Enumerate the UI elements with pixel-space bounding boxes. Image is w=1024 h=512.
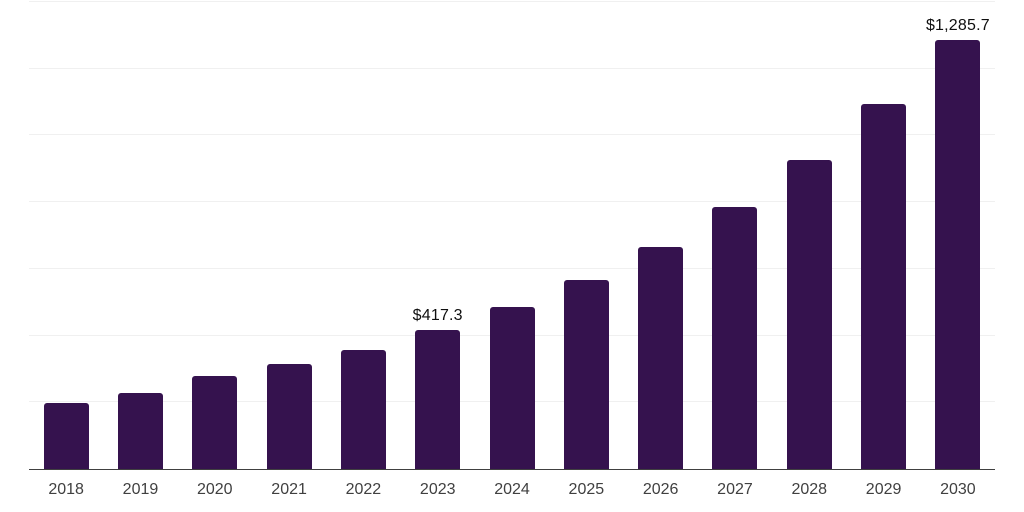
bar-2027	[712, 207, 758, 469]
bar-column-2024	[475, 2, 549, 469]
bar-2020	[192, 375, 238, 469]
gridline	[29, 1, 995, 2]
bar-2029	[861, 104, 907, 469]
x-axis-label-2025: 2025	[568, 481, 605, 498]
bar-column-2023: $417.3	[401, 2, 475, 469]
value-label-2023: $417.3	[412, 306, 463, 324]
value-label-2030: $1,285.7	[925, 17, 990, 35]
x-axis-label-2023: 2023	[419, 481, 456, 498]
x-axis-label-2022: 2022	[345, 481, 382, 498]
gridline	[29, 67, 995, 69]
gridline	[29, 134, 995, 136]
bar-column-2028	[772, 2, 846, 469]
bars-container: $417.3 $1,285.7	[29, 2, 995, 469]
bar-2019	[117, 392, 163, 469]
x-axis-label-2018: 2018	[48, 481, 84, 498]
bar-2024	[489, 306, 535, 469]
bar-column-2030: $1,285.7	[921, 2, 995, 469]
bar-column-2021	[252, 2, 326, 469]
bar-column-2018	[29, 2, 103, 469]
bar-column-2027	[698, 2, 772, 469]
bar-column-2019	[103, 2, 177, 469]
gridline	[29, 201, 995, 203]
bar-2026	[638, 246, 684, 469]
bar-2018	[43, 402, 89, 469]
x-axis-label-2028: 2028	[791, 481, 828, 498]
bar-column-2029	[846, 2, 920, 469]
x-axis-label-2021: 2021	[271, 481, 307, 498]
bar-2022	[340, 349, 386, 469]
bar-2025	[563, 279, 609, 469]
bar-column-2026	[624, 2, 698, 469]
bar-column-2022	[326, 2, 400, 469]
x-axis-label-2020: 2020	[196, 481, 233, 498]
bar-2028	[786, 160, 832, 469]
bar-2021	[266, 363, 312, 469]
x-axis-label-2029: 2029	[865, 481, 902, 498]
x-axis-labels: 2018 2019 2020 2021 2022 2023 2024 2025 2026 2027…	[29, 472, 995, 512]
x-axis-label-2019: 2019	[122, 481, 159, 498]
gridline	[29, 267, 995, 269]
x-axis-label-2026: 2026	[642, 481, 679, 498]
x-axis-label-2027: 2027	[717, 481, 753, 498]
bar-column-2020	[178, 2, 252, 469]
x-axis-label-2024: 2024	[494, 481, 530, 498]
x-axis-label-2030: 2030	[940, 481, 976, 498]
bar-2030: $1,285.7	[926, 17, 990, 469]
plot-area: $417.3 $1,285.7	[29, 1, 995, 470]
bar-2023: $417.3	[413, 307, 463, 469]
bar-column-2025	[549, 2, 623, 469]
